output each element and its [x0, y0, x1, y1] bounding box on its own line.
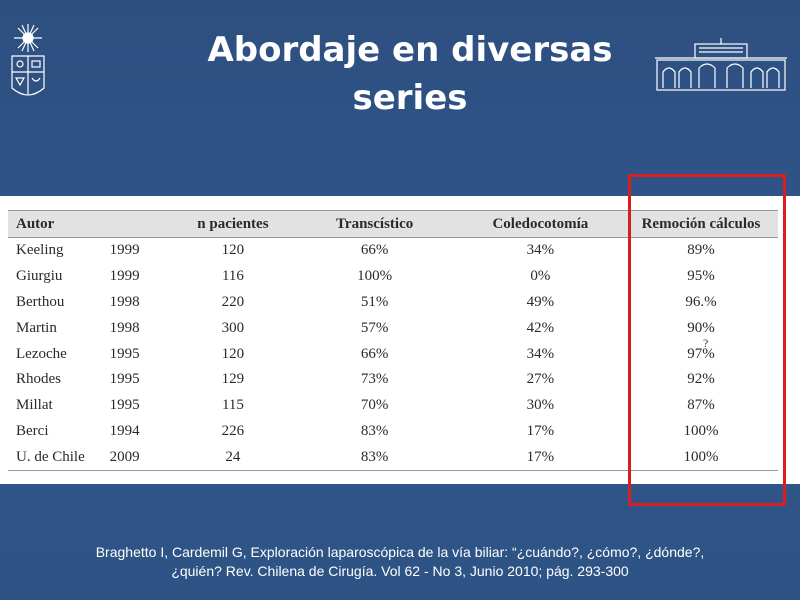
cell-transcistico: 83%: [292, 444, 457, 472]
cell-n-pacientes: 24: [173, 444, 293, 472]
cell-remocion: 97%: [687, 345, 715, 362]
cell-remocion: 89%: [687, 242, 715, 259]
cell-coledocotomia: 49%: [526, 293, 555, 310]
cell-autor: Berthou: [16, 293, 65, 310]
remocion-column-highlight-box: [628, 174, 786, 506]
table-header-row: Autor n pacientes Transcístico Coledocot…: [8, 210, 778, 238]
cell-n-pacientes: 300: [221, 319, 245, 336]
cell-year: 1998: [109, 293, 140, 310]
cell-n-pacientes: 120: [221, 345, 245, 362]
cell-year: 1999: [109, 268, 140, 285]
header-transcistico: Transcístico: [292, 210, 457, 238]
table-row: Berci 1994 226 83% 17% 100%: [8, 419, 778, 445]
cell-coledocotomia: 34%: [526, 242, 555, 259]
series-comparison-table: Autor n pacientes Transcístico Coledocot…: [8, 210, 778, 472]
cell-year: 1998: [109, 319, 140, 336]
cell-n-pacientes: 120: [221, 242, 245, 259]
cell-autor: Millat: [16, 397, 53, 414]
table-row: Giurgiu 1999 116 100% 0% 95%: [8, 264, 778, 290]
cell-remocion: 92%: [687, 371, 715, 388]
cell-remocion: 100%: [683, 422, 719, 439]
cell-year: 1995: [109, 371, 140, 388]
cell-coledocotomia: 30%: [526, 397, 555, 414]
cell-transcistico: 70%: [360, 397, 389, 414]
table-row: Lezoche 1995 120 66% 34% 97%: [8, 341, 778, 367]
table-row: Rhodes 1995 129 73% 27% 92%: [8, 367, 778, 393]
slide-title-line1: Abordaje en diversas: [207, 30, 613, 70]
cell-coledocotomia: 42%: [526, 319, 555, 336]
cell-remocion: 90%: [687, 319, 715, 336]
header-remocion-calculos: Remoción cálculos: [623, 210, 778, 238]
cell-year: 1994: [109, 422, 140, 439]
cell-autor: Keeling: [16, 242, 64, 259]
cell-n-pacientes: 115: [221, 397, 244, 414]
university-building-icon: [655, 38, 787, 92]
cell-autor: Giurgiu: [16, 268, 63, 285]
cell-coledocotomia: 17%: [456, 444, 624, 472]
cell-n-pacientes: 116: [221, 268, 244, 285]
cell-transcistico: 83%: [360, 422, 389, 439]
cell-autor: Martin: [16, 319, 57, 336]
cell-coledocotomia: 0%: [530, 268, 551, 285]
table-row: Millat 1995 115 70% 30% 87%: [8, 393, 778, 419]
slide-title-line2: series: [352, 78, 468, 118]
header-n-pacientes: n pacientes: [173, 210, 293, 238]
cell-autor: Berci: [16, 422, 49, 439]
cell-remocion: 95%: [687, 268, 715, 285]
cell-year: 1995: [109, 397, 140, 414]
cell-autor: Lezoche: [16, 345, 67, 362]
cell-transcistico: 51%: [360, 293, 389, 310]
cell-transcistico: 57%: [360, 319, 389, 336]
cell-autor: Rhodes: [16, 371, 61, 388]
cell-n-pacientes: 226: [221, 422, 245, 439]
cell-n-pacientes: 220: [221, 293, 245, 310]
table-row: Keeling 1999 120 66% 34% 89%: [8, 238, 778, 264]
cell-year: 1999: [109, 242, 140, 259]
cell-remocion: 87%: [687, 397, 715, 414]
cell-coledocotomia: 27%: [526, 371, 555, 388]
cell-coledocotomia: 17%: [526, 422, 555, 439]
cell-remocion: 100%: [623, 444, 778, 472]
citation: Braghetto I, Cardemil G, Exploración lap…: [40, 543, 760, 581]
university-crest-icon: [8, 22, 48, 106]
annotation-mark: ?: [703, 336, 709, 350]
cell-transcistico: 73%: [360, 371, 389, 388]
header-coledocotomia: Coledocotomía: [456, 210, 624, 238]
citation-line1: Braghetto I, Cardemil G, Exploración lap…: [95, 544, 705, 560]
cell-transcistico: 100%: [357, 268, 393, 285]
table-row: U. de Chile 2009 24 83% 17% 100%: [8, 444, 778, 472]
cell-n-pacientes: 129: [221, 371, 245, 388]
header-year: [101, 210, 174, 238]
cell-transcistico: 66%: [360, 242, 389, 259]
citation-line2: ¿quién? Rev. Chilena de Cirugía. Vol 62 …: [171, 563, 629, 579]
cell-remocion: 96.%: [685, 293, 717, 310]
header-autor: Autor: [8, 210, 102, 238]
table-background-band: [0, 196, 800, 484]
cell-year: 2009: [101, 444, 174, 472]
cell-autor: U. de Chile: [8, 444, 102, 472]
cell-year: 1995: [109, 345, 140, 362]
cell-coledocotomia: 34%: [526, 345, 555, 362]
table-row: Berthou 1998 220 51% 49% 96.%: [8, 290, 778, 316]
cell-transcistico: 66%: [360, 345, 389, 362]
table-row: Martin 1998 300 57% 42% 90%: [8, 315, 778, 341]
slide-title: Abordaje en diversas series: [160, 26, 660, 122]
